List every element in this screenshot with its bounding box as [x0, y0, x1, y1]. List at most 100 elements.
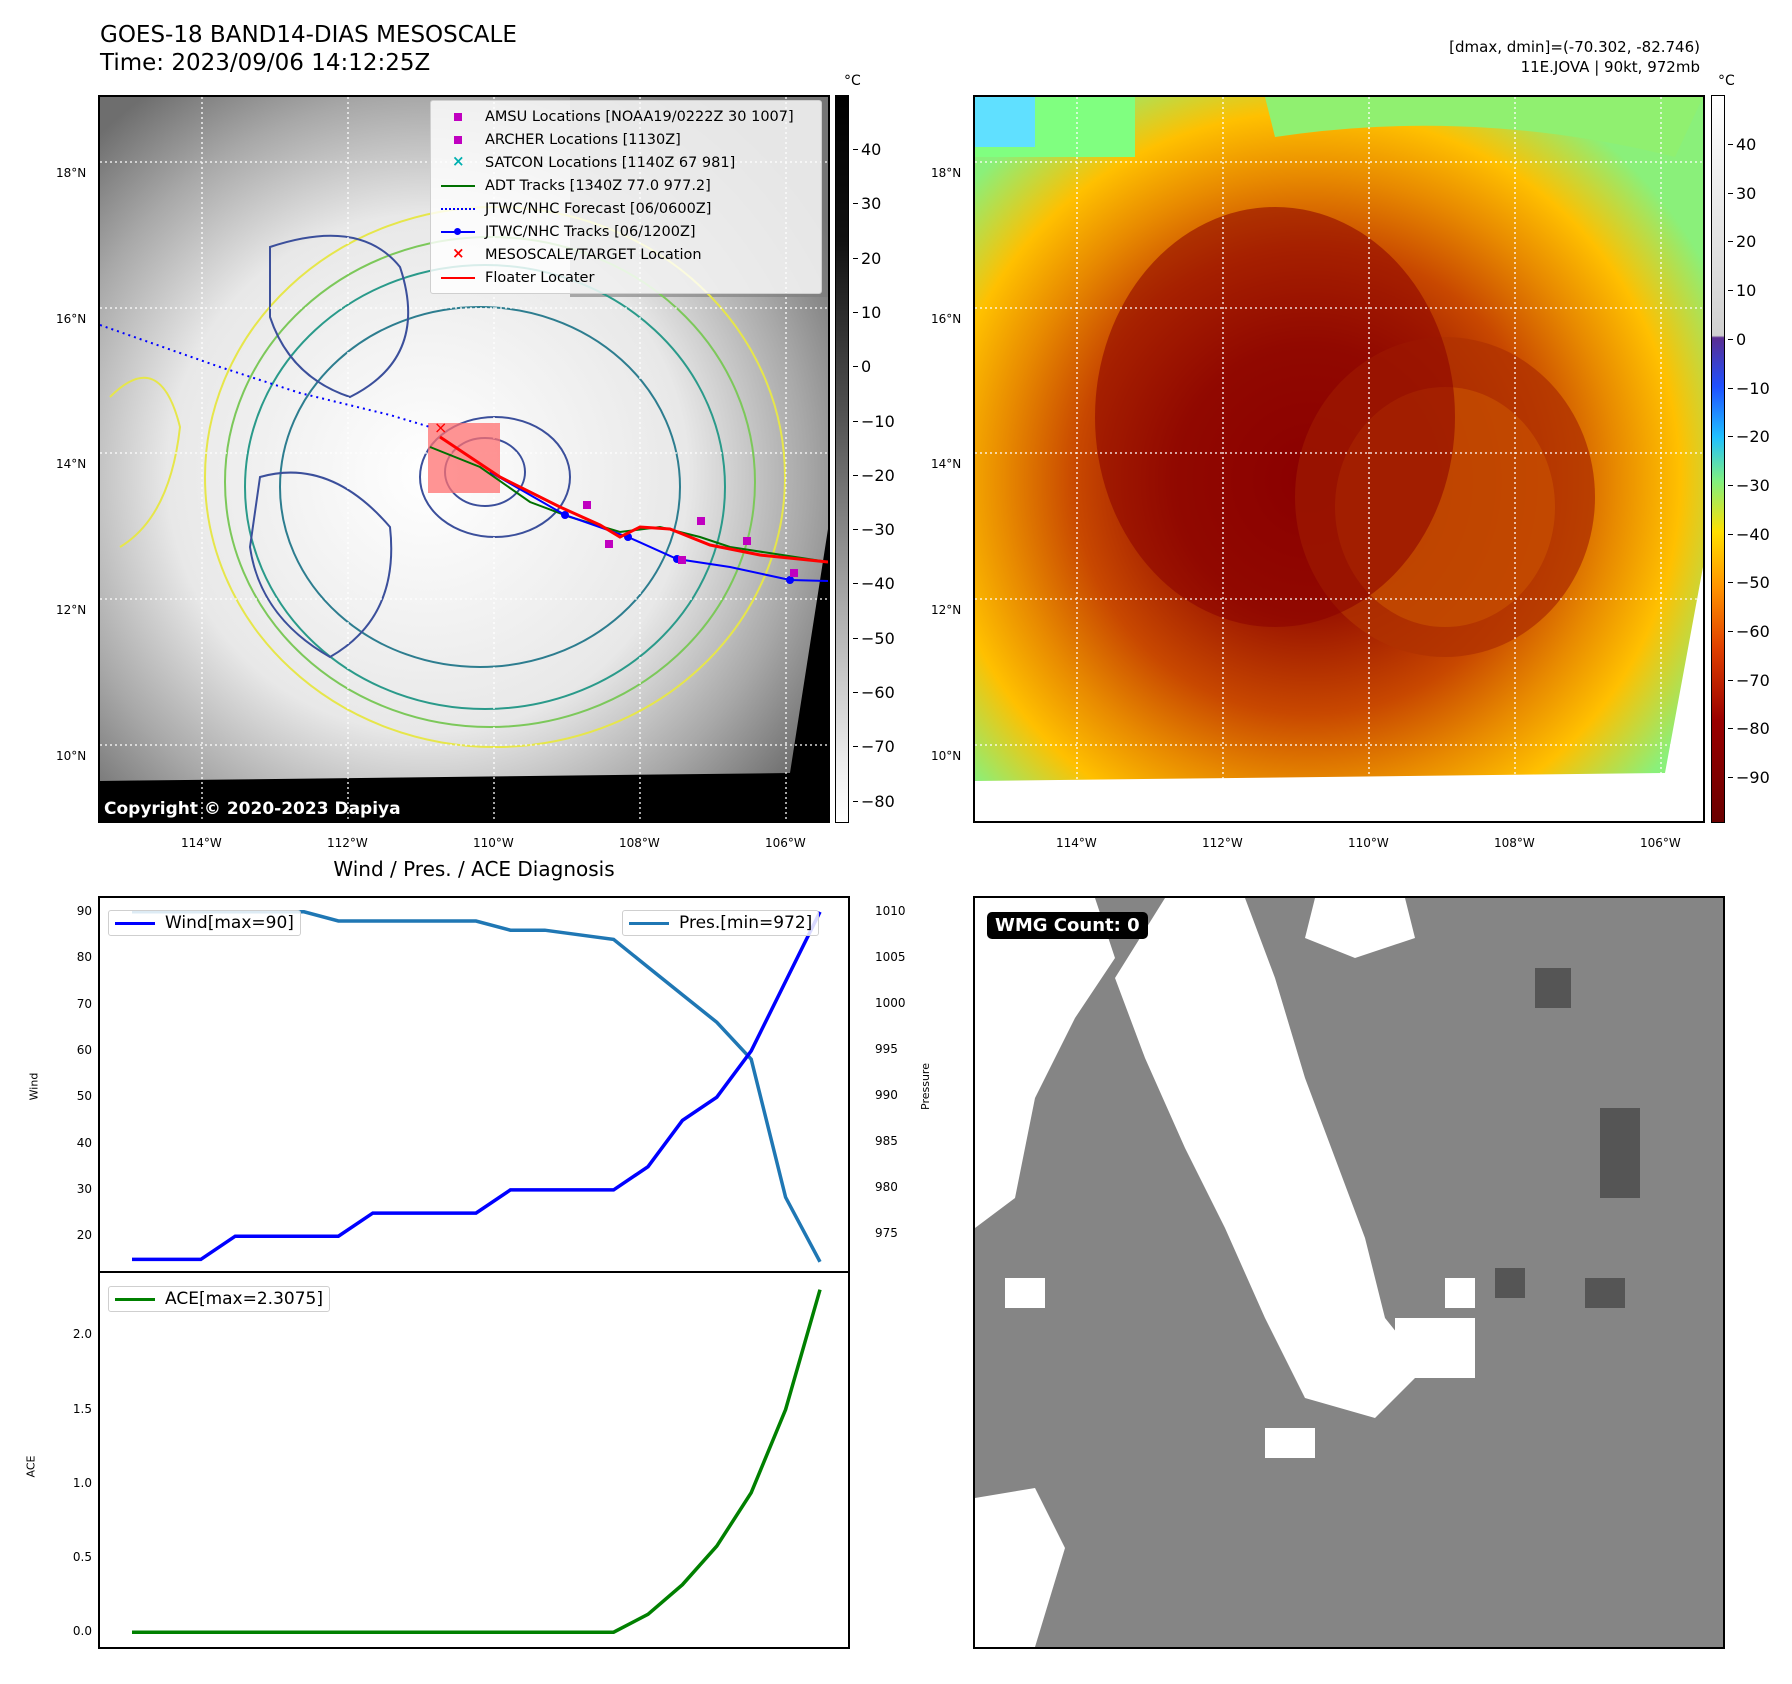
- lat-label: 14°N: [56, 457, 87, 471]
- colorbar-tick: −40: [853, 574, 895, 594]
- storm-info-label: 11E.JOVA | 90kt, 972mb: [1520, 58, 1700, 76]
- wind-axis-label: Wind: [27, 1072, 41, 1101]
- colorbar-tick: 40: [1727, 135, 1757, 154]
- ace-legend: ACE[max=2.3075]: [108, 1286, 330, 1312]
- lon-label: 112°W: [1202, 836, 1243, 850]
- pressure-axis-label: Pressure: [918, 1063, 932, 1110]
- lat-label: 14°N: [931, 457, 962, 471]
- pressure-legend: Pres.[min=972]: [622, 910, 820, 936]
- line-dot-icon: [439, 224, 477, 240]
- pressure-tick: 1000: [875, 995, 906, 1010]
- lon-label: 108°W: [619, 836, 660, 850]
- ir-color-map-image: [975, 97, 1703, 821]
- colorbar-tick: −50: [853, 628, 895, 648]
- lon-label: 106°W: [765, 836, 806, 850]
- ace-tick: 0.0: [72, 1624, 92, 1639]
- pressure-tick: 980: [875, 1180, 898, 1195]
- lon-label: 112°W: [327, 836, 368, 850]
- legend-item-jtwc-tracks: JTWC/NHC Tracks [06/1200Z]: [439, 220, 813, 243]
- colorbar-tick: −60: [853, 683, 895, 702]
- legend-item-amsu: AMSU Locations [NOAA19/0222Z 30 1007]: [439, 105, 813, 128]
- lon-label: 114°W: [181, 836, 222, 850]
- chart-title: GOES-18 BAND14-DIAS MESOSCALE: [100, 22, 517, 48]
- ir-color-map: [973, 95, 1705, 823]
- legend-item-floater: Floater Locater: [439, 266, 813, 289]
- dotted-line-icon: [439, 201, 477, 217]
- legend-item-forecast: JTWC/NHC Forecast [06/0600Z]: [439, 197, 813, 220]
- lat-label: 18°N: [931, 166, 962, 180]
- wind-series-line: [132, 911, 822, 1262]
- colorbar-tick: −30: [853, 520, 895, 540]
- copyright-label: Copyright © 2020-2023 Dapiya: [104, 799, 401, 819]
- pressure-tick: 985: [875, 1134, 898, 1149]
- wmg-count-badge: WMG Count: 0: [987, 912, 1148, 939]
- colorbar-tick: 30: [1727, 183, 1757, 203]
- wmg-panel: WMG Count: 0: [973, 896, 1725, 1649]
- colorbar-tick: 20: [852, 248, 882, 268]
- wind-tick: 40: [76, 1135, 92, 1150]
- lat-label: 18°N: [56, 166, 87, 180]
- colorbar-tick: 0: [852, 357, 872, 377]
- solid-line-icon: [439, 178, 477, 194]
- square-marker-icon: [439, 132, 477, 148]
- pressure-tick: 1005: [875, 949, 906, 964]
- solid-line-icon: [439, 270, 477, 286]
- lat-label: 12°N: [931, 603, 962, 617]
- wind-tick: 50: [76, 1089, 92, 1104]
- wind-tick: 60: [76, 1042, 92, 1057]
- wind-tick: 70: [76, 996, 92, 1011]
- colorbar-tick: −60: [1728, 622, 1770, 641]
- wind-tick: 20: [76, 1228, 92, 1243]
- ace-series-line: [132, 1289, 822, 1634]
- colorbar-tick: −30: [1728, 475, 1770, 495]
- colorbar-tick: −20: [1728, 427, 1770, 447]
- colorbar-tick: −40: [1728, 524, 1770, 544]
- diagnosis-title: Wind / Pres. / ACE Diagnosis: [333, 857, 615, 881]
- colorbar-tick: −80: [1728, 719, 1770, 739]
- x-marker-icon: ×: [452, 151, 465, 170]
- lat-label: 12°N: [56, 603, 87, 617]
- lon-label: 106°W: [1640, 836, 1681, 850]
- lat-label: 10°N: [931, 749, 962, 763]
- svg-text:×: ×: [434, 418, 447, 437]
- colorbar-tick: 10: [852, 302, 882, 322]
- grayscale-colorbar: [835, 95, 849, 823]
- lon-label: 114°W: [1056, 836, 1097, 850]
- wind-pressure-svg: [132, 910, 822, 1263]
- pressure-tick: 1010: [875, 903, 906, 918]
- square-marker-icon: [439, 109, 477, 125]
- wmg-mask-image: [975, 898, 1640, 1647]
- ace-tick: 2.0: [72, 1327, 92, 1342]
- x-marker-icon: ×: [452, 243, 465, 262]
- colorbar-unit: °C: [1718, 73, 1735, 89]
- legend-item-mesoscale: × MESOSCALE/TARGET Location: [439, 243, 813, 266]
- wind-tick: 90: [76, 903, 92, 918]
- wind-tick: 30: [76, 1181, 92, 1196]
- colorbar-tick: 30: [852, 194, 882, 214]
- wind-legend: Wind[max=90]: [108, 910, 301, 936]
- colorbar-tick: 0: [1727, 329, 1747, 349]
- colorbar-tick: −70: [853, 737, 895, 757]
- colorbar-unit: °C: [844, 73, 861, 89]
- colorbar-tick: 10: [1727, 281, 1757, 301]
- ace-tick: 1.5: [72, 1401, 92, 1416]
- pressure-tick: 990: [875, 1088, 898, 1102]
- colorbar-tick: 40: [852, 140, 882, 159]
- lon-label: 110°W: [473, 836, 514, 850]
- legend-line-icon: [629, 921, 669, 925]
- dmax-dmin-label: [dmax, dmin]=(-70.302, -82.746): [1449, 38, 1700, 56]
- color-colorbar: [1711, 95, 1725, 823]
- colorbar-tick: −10: [853, 411, 895, 431]
- pressure-tick: 975: [875, 1226, 898, 1241]
- lat-label: 16°N: [56, 312, 87, 326]
- chart-time: Time: 2023/09/06 14:12:25Z: [100, 50, 431, 76]
- legend-line-icon: [115, 921, 155, 925]
- legend-item-satcon: × SATCON Locations [1140Z 67 981]: [439, 151, 813, 174]
- lon-label: 110°W: [1348, 836, 1389, 850]
- colorbar-tick: −70: [1728, 670, 1770, 690]
- legend-item-archer: ARCHER Locations [1130Z]: [439, 128, 813, 151]
- colorbar-tick: −50: [1728, 573, 1770, 593]
- ace-plot: [98, 1271, 850, 1649]
- ace-axis-label: ACE: [24, 1455, 38, 1478]
- pressure-tick: 995: [875, 1041, 898, 1056]
